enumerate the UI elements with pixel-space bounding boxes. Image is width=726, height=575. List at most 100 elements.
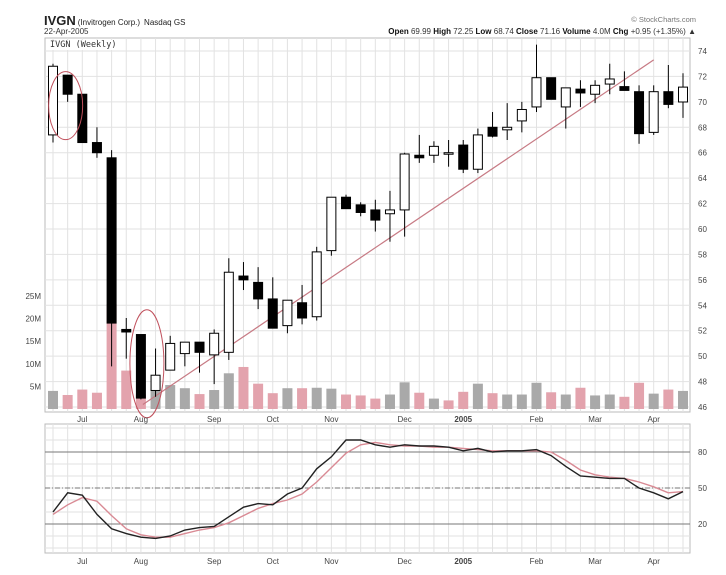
price-tick-label: 72 <box>698 72 707 81</box>
volume-bar <box>165 385 176 409</box>
month-label: Nov <box>324 557 338 566</box>
stochastic-d-line <box>52 441 684 538</box>
volume-bar <box>48 390 58 409</box>
source-credit: © StockCharts.com <box>631 15 696 24</box>
volume-tick-label: 15M <box>25 337 41 346</box>
open-value: 69.99 <box>410 27 431 36</box>
price-tick-label: 52 <box>698 327 707 336</box>
volume-bar <box>209 390 220 409</box>
candle-body <box>48 65 58 136</box>
candle-body <box>531 77 542 108</box>
candle-body <box>194 341 205 353</box>
candle-body <box>297 302 308 319</box>
volume-bar <box>502 394 513 409</box>
stochastic-tick-label: 50 <box>698 484 707 493</box>
candle-body <box>326 196 337 252</box>
volume-tick-label: 10M <box>25 360 41 369</box>
volume-bar <box>179 388 190 409</box>
candle-body <box>223 271 234 353</box>
volume-bar <box>370 398 381 409</box>
high-value: 72.25 <box>453 27 474 36</box>
chart-title: IVGN (Invitrogen Corp.) Nasdaq GS <box>44 13 185 28</box>
volume-bar <box>355 395 366 409</box>
volume-tick-label: 5M <box>30 382 41 391</box>
candle-body <box>341 196 352 210</box>
candle-body <box>399 153 410 211</box>
panel-label: IVGN (Weekly) <box>48 40 119 50</box>
volume-bar <box>428 398 439 409</box>
price-tick-label: 62 <box>698 200 707 209</box>
volume-bar <box>135 394 146 409</box>
volume-label: Volume <box>562 27 591 36</box>
price-tick-label: 46 <box>698 403 707 412</box>
volume-value: 4.0M <box>592 27 611 36</box>
volume-bar <box>531 382 542 409</box>
candle-body <box>165 342 176 371</box>
annotation-ellipse <box>129 309 165 419</box>
volume-bar <box>619 396 630 409</box>
low-label: Low <box>475 27 492 36</box>
close-value: 71.16 <box>540 27 561 36</box>
price-tick-label: 60 <box>698 225 707 234</box>
month-label: Nov <box>324 415 338 424</box>
candle-body <box>370 209 381 221</box>
candle-body <box>604 78 615 85</box>
open-label: Open <box>388 27 409 36</box>
volume-bar <box>62 394 73 409</box>
volume-bar <box>341 394 352 409</box>
candle-body <box>458 144 469 170</box>
candle-body <box>590 84 601 95</box>
volume-bar <box>297 388 308 409</box>
candle-body <box>238 275 249 281</box>
volume-bar <box>546 392 557 409</box>
month-label: Sep <box>207 415 222 424</box>
candle-body <box>487 126 498 137</box>
volume-bar <box>399 382 410 409</box>
volume-bar <box>443 400 454 409</box>
month-label: 2005 <box>454 557 472 566</box>
candle-body <box>121 328 132 333</box>
month-label: Feb <box>530 415 544 424</box>
month-label: Jul <box>77 415 87 424</box>
volume-bar <box>150 388 161 409</box>
symbol: IVGN <box>44 13 76 28</box>
price-tick-label: 70 <box>698 98 707 107</box>
stochastic-tick-label: 20 <box>698 520 707 529</box>
low-value: 68.74 <box>493 27 514 36</box>
volume-bar <box>414 392 425 409</box>
volume-bar <box>560 394 571 409</box>
candle-body <box>648 91 659 133</box>
exchange: Nasdaq GS <box>144 18 186 27</box>
month-label: Apr <box>647 415 660 424</box>
price-tick-label: 50 <box>698 352 707 361</box>
price-tick-label: 58 <box>698 250 707 259</box>
stochastic-tick-label: 80 <box>698 448 707 457</box>
price-panel-frame <box>44 37 691 413</box>
candle-body <box>619 86 630 91</box>
up-arrow-icon: ▲ <box>688 27 696 36</box>
month-label: Dec <box>398 415 412 424</box>
candle-body <box>267 298 278 329</box>
candle-body <box>546 77 557 100</box>
candle-body <box>62 74 73 95</box>
volume-bar <box>253 383 264 409</box>
candle-body <box>560 87 571 108</box>
candle-body <box>253 281 264 300</box>
volume-tick-label: 20M <box>25 315 41 324</box>
month-label: Aug <box>134 415 148 424</box>
volume-bar <box>194 394 205 409</box>
candle-body <box>311 251 322 318</box>
month-label: Oct <box>267 557 280 566</box>
candle-body <box>91 142 102 154</box>
month-label: Aug <box>134 557 148 566</box>
volume-bar <box>311 387 322 409</box>
candle-body <box>77 93 88 144</box>
volume-bar <box>604 394 615 409</box>
candle-body <box>106 157 117 324</box>
month-label: Apr <box>647 557 660 566</box>
price-tick-label: 66 <box>698 149 707 158</box>
price-tick-label: 54 <box>698 301 707 310</box>
volume-bar <box>121 370 132 409</box>
volume-bar <box>326 388 337 409</box>
